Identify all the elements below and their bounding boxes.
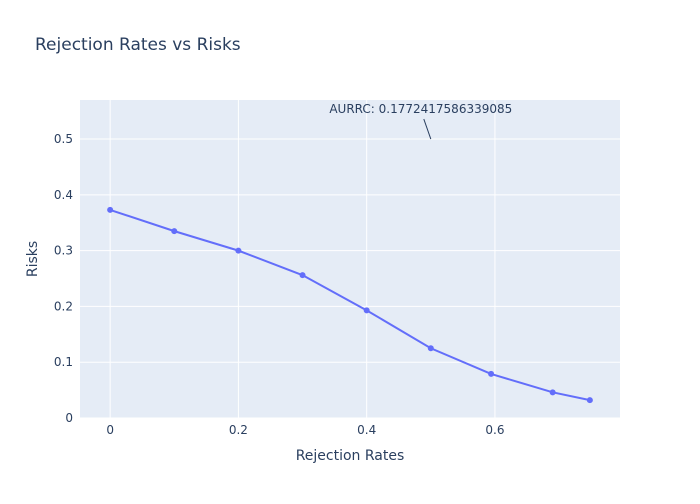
grid xyxy=(80,100,620,419)
y-axis-title: Risks xyxy=(25,241,41,277)
data-point xyxy=(171,228,178,235)
data-point xyxy=(107,206,114,213)
chart-title: Rejection Rates vs Risks xyxy=(35,35,241,55)
y-tick-label: 0.3 xyxy=(54,244,73,258)
data-point xyxy=(488,370,495,377)
y-tick-label: 0 xyxy=(65,411,73,425)
annotation-arrow xyxy=(423,118,432,140)
x-axis-ticks: 0 0.2 0.4 0.6 xyxy=(106,423,504,437)
annotation-label: AURRC: 0.1772417586339085 xyxy=(329,102,512,116)
data-point xyxy=(363,307,370,314)
plot-background xyxy=(80,100,620,418)
y-tick-label: 0.2 xyxy=(54,299,73,313)
y-axis-ticks: 0 0.1 0.2 0.3 0.4 0.5 xyxy=(54,132,73,425)
data-point xyxy=(299,272,306,279)
data-point xyxy=(235,247,242,254)
data-point xyxy=(549,389,556,396)
x-axis-title: Rejection Rates xyxy=(296,448,405,464)
x-tick-label: 0.2 xyxy=(229,423,248,437)
y-tick-label: 0.1 xyxy=(54,355,73,369)
data-point xyxy=(586,397,593,404)
x-tick-label: 0 xyxy=(106,423,114,437)
annotation-layer: AURRC: 0.1772417586339085 xyxy=(329,102,512,140)
y-tick-label: 0.4 xyxy=(54,188,73,202)
x-tick-label: 0.4 xyxy=(357,423,376,437)
y-tick-label: 0.5 xyxy=(54,132,73,146)
data-point xyxy=(427,345,434,352)
series-layer xyxy=(107,206,593,404)
x-tick-label: 0.6 xyxy=(485,423,504,437)
